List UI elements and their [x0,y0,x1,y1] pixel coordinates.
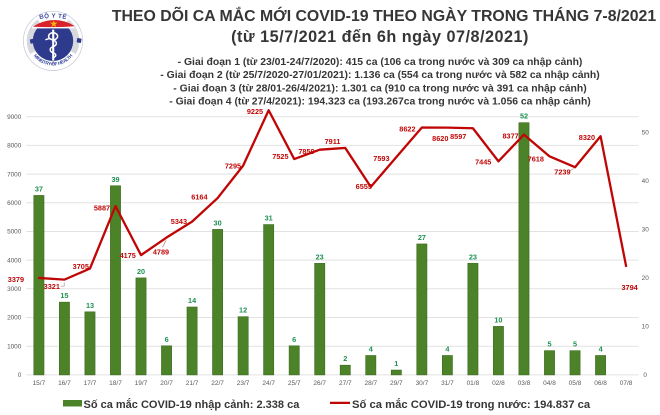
svg-text:7850: 7850 [298,147,314,156]
svg-text:- Giai đoạn 1 (từ 23/01-24/7/2: - Giai đoạn 1 (từ 23/01-24/7/2020): 415 … [178,57,583,68]
svg-text:1: 1 [394,359,398,368]
svg-text:9000: 9000 [7,114,22,121]
svg-text:16/7: 16/7 [58,380,71,387]
svg-text:5343: 5343 [171,217,187,226]
svg-text:THEO DÕI CA MẮC MỚI COVID-19 T: THEO DÕI CA MẮC MỚI COVID-19 THEO NGÀY T… [112,5,657,25]
svg-text:30: 30 [642,227,650,234]
svg-text:30/7: 30/7 [416,380,429,387]
svg-text:20: 20 [642,275,650,282]
svg-text:3794: 3794 [621,283,638,292]
svg-text:14: 14 [188,296,197,305]
svg-text:2: 2 [343,354,347,363]
svg-text:4789: 4789 [153,247,169,256]
svg-text:8000: 8000 [7,143,22,150]
svg-text:0: 0 [643,372,647,379]
svg-text:01/8: 01/8 [467,380,480,387]
svg-text:6164: 6164 [191,193,208,202]
svg-text:18/7: 18/7 [109,380,122,387]
svg-text:- Giai đoạn 2 (từ 25/7/2020-27: - Giai đoạn 2 (từ 25/7/2020-27/01/2021):… [160,70,599,81]
svg-text:7593: 7593 [373,154,389,163]
svg-text:7295: 7295 [225,161,241,170]
svg-text:8622: 8622 [399,125,415,134]
svg-text:20/7: 20/7 [160,380,173,387]
svg-text:10: 10 [642,324,650,331]
svg-text:23: 23 [316,252,324,261]
svg-text:3705: 3705 [73,262,89,271]
svg-text:02/8: 02/8 [492,380,505,387]
svg-text:7911: 7911 [325,137,341,146]
svg-text:27: 27 [418,233,426,242]
svg-text:2000: 2000 [7,315,22,322]
svg-text:Số ca mắc COVID-19 nhập cảnh:: Số ca mắc COVID-19 nhập cảnh: 2.338 ca [84,398,301,411]
svg-text:04/8: 04/8 [543,380,556,387]
svg-text:0: 0 [18,372,22,379]
svg-text:3000: 3000 [7,286,22,293]
svg-text:7525: 7525 [272,152,288,161]
svg-text:7618: 7618 [528,154,544,163]
svg-text:15: 15 [60,291,68,300]
svg-text:5887: 5887 [94,203,110,212]
svg-text:- Giai đoạn 4 (từ 27/4/2021):: - Giai đoạn 4 (từ 27/4/2021): 194.323 ca… [169,96,591,107]
svg-text:37: 37 [35,184,43,193]
svg-text:1000: 1000 [7,343,22,350]
svg-text:22/7: 22/7 [211,380,224,387]
svg-text:4: 4 [369,345,374,354]
svg-text:50: 50 [642,130,650,137]
svg-text:9225: 9225 [247,107,263,116]
svg-text:5000: 5000 [7,229,22,236]
svg-text:6000: 6000 [7,200,22,207]
svg-text:3321: 3321 [44,282,60,291]
svg-text:06/8: 06/8 [594,380,607,387]
svg-text:26/7: 26/7 [313,380,326,387]
svg-text:10: 10 [494,315,502,324]
svg-text:31: 31 [265,214,273,223]
svg-text:6: 6 [165,335,169,344]
svg-text:- Giai đoạn 3 (từ 28/01-26/4/2: - Giai đoạn 3 (từ 28/01-26/4/2021): 1.30… [173,83,586,94]
svg-text:Số ca mắc COVID-19 trong nước:: Số ca mắc COVID-19 trong nước: 194.837 c… [352,398,591,411]
svg-text:07/8: 07/8 [620,380,633,387]
svg-text:23: 23 [469,252,477,261]
svg-text:13: 13 [86,301,94,310]
svg-text:7445: 7445 [475,157,491,166]
svg-text:31/7: 31/7 [441,380,454,387]
svg-text:17/7: 17/7 [84,380,97,387]
svg-text:BỘ Y TẾ: BỘ Y TẾ [39,12,68,21]
svg-text:15/7: 15/7 [33,380,46,387]
svg-text:24/7: 24/7 [262,380,275,387]
svg-text:19/7: 19/7 [135,380,148,387]
svg-text:27/7: 27/7 [339,380,352,387]
svg-text:3379: 3379 [8,275,24,284]
svg-text:03/8: 03/8 [518,380,531,387]
svg-text:8620: 8620 [432,134,448,143]
svg-text:(từ 15/7/2021 đến 6h ngày 07/8: (từ 15/7/2021 đến 6h ngày 07/8/2021) [231,28,529,46]
svg-text:39: 39 [111,175,119,184]
svg-text:8377: 8377 [502,131,518,140]
svg-text:21/7: 21/7 [186,380,199,387]
svg-text:52: 52 [520,112,528,121]
svg-text:25/7: 25/7 [288,380,301,387]
svg-text:6555: 6555 [356,182,372,191]
svg-text:20: 20 [137,267,145,276]
svg-text:4175: 4175 [120,251,136,260]
svg-text:23/7: 23/7 [237,380,250,387]
svg-text:7000: 7000 [7,171,22,178]
svg-text:4: 4 [445,345,450,354]
svg-text:6: 6 [292,335,296,344]
svg-text:40: 40 [642,178,650,185]
svg-text:4: 4 [599,345,604,354]
svg-text:28/7: 28/7 [364,380,377,387]
svg-text:12: 12 [239,306,247,315]
svg-text:05/8: 05/8 [569,380,582,387]
svg-text:4000: 4000 [7,257,22,264]
svg-text:8320: 8320 [579,133,595,142]
svg-text:30: 30 [214,218,222,227]
svg-text:7239: 7239 [554,167,570,176]
svg-text:8597: 8597 [450,132,466,141]
svg-text:5: 5 [573,340,577,349]
svg-text:5: 5 [547,340,551,349]
svg-text:29/7: 29/7 [390,380,403,387]
